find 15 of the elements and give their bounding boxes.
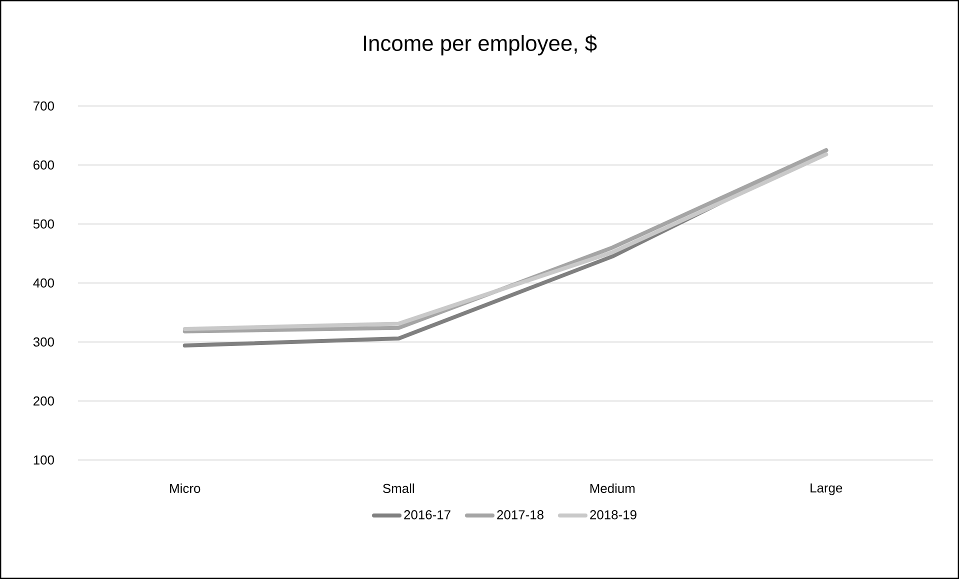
y-tick-label: 400 xyxy=(33,278,54,288)
legend-label: 2016-17 xyxy=(404,510,450,520)
x-tick-label: Medium xyxy=(590,484,635,494)
x-tick-label: Small xyxy=(383,484,414,494)
y-tick-label: 700 xyxy=(34,101,54,111)
chart-title: Income per employee, $ xyxy=(364,34,597,56)
y-tick-label: 600 xyxy=(34,160,54,170)
y-tick-label: 500 xyxy=(33,219,54,229)
y-tick-label: 200 xyxy=(34,396,54,406)
y-tick-label: 300 xyxy=(33,337,54,347)
legend-label: 2017-18 xyxy=(497,510,544,520)
x-tick-label: Large xyxy=(810,484,842,496)
x-tick-label: Micro xyxy=(170,484,200,494)
y-tick-label: 100 xyxy=(34,455,54,465)
legend-label: 2018-19 xyxy=(590,510,636,520)
